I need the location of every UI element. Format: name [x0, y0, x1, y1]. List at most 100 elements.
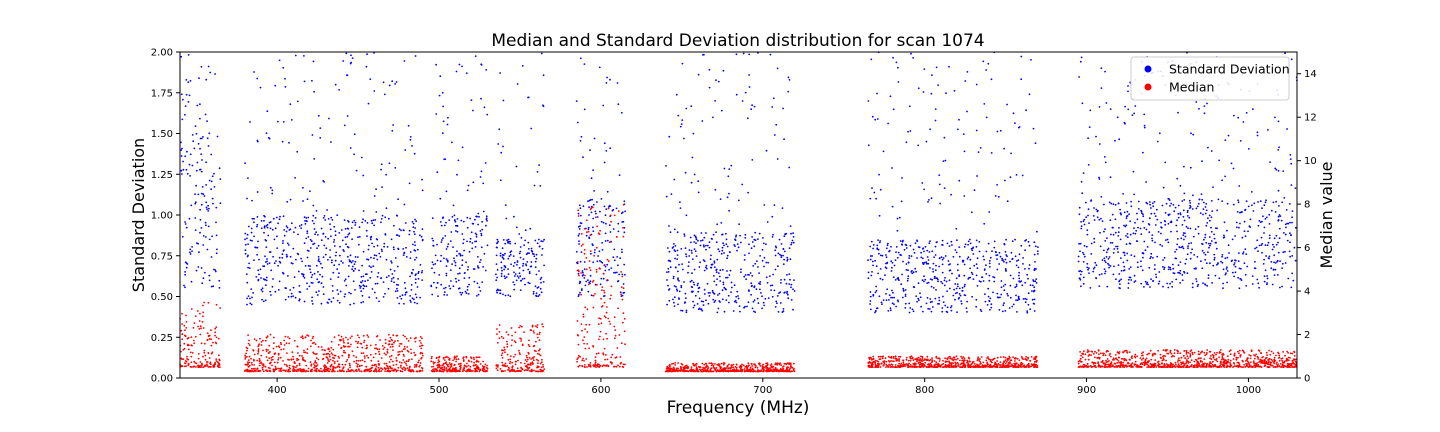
- median-point: [467, 359, 470, 362]
- std-dev-point: [1086, 233, 1089, 236]
- std-dev-point: [289, 103, 292, 106]
- std-dev-point: [608, 224, 611, 227]
- std-dev-point: [960, 300, 963, 302]
- median-point: [332, 356, 334, 359]
- median-point: [193, 360, 196, 363]
- median-point: [475, 369, 478, 372]
- median-point: [255, 339, 258, 342]
- std-dev-point: [308, 285, 311, 288]
- std-dev-point: [542, 105, 545, 108]
- std-dev-point: [1024, 281, 1027, 284]
- std-dev-point: [409, 295, 411, 297]
- std-dev-point: [665, 195, 668, 198]
- std-dev-point: [910, 255, 913, 257]
- std-dev-point: [585, 280, 588, 283]
- std-dev-point: [264, 299, 267, 302]
- median-point: [459, 367, 462, 370]
- std-dev-point: [513, 215, 515, 218]
- std-dev-point: [182, 168, 185, 171]
- std-dev-point: [183, 284, 185, 287]
- median-point: [793, 362, 795, 365]
- std-dev-point: [931, 250, 934, 253]
- std-dev-point: [445, 265, 448, 267]
- std-dev-point: [1004, 179, 1006, 182]
- std-dev-point: [1265, 255, 1267, 257]
- std-dev-point: [193, 147, 196, 150]
- median-point: [348, 362, 351, 365]
- median-point: [245, 369, 248, 372]
- std-dev-point: [705, 248, 707, 251]
- std-dev-point: [929, 240, 931, 243]
- median-point: [206, 361, 209, 363]
- median-point: [206, 338, 209, 341]
- std-dev-point: [279, 215, 281, 218]
- std-dev-point: [481, 281, 484, 283]
- std-dev-point: [888, 249, 891, 252]
- median-point: [510, 327, 513, 329]
- std-dev-point: [257, 269, 260, 272]
- std-dev-point: [314, 217, 317, 219]
- std-dev-point: [340, 260, 343, 262]
- std-dev-point: [289, 255, 292, 258]
- std-dev-point: [296, 150, 299, 153]
- std-dev-point: [1210, 200, 1213, 202]
- std-dev-point: [1020, 78, 1023, 81]
- std-dev-point: [752, 265, 755, 267]
- std-dev-point: [362, 250, 365, 253]
- median-point: [536, 324, 539, 326]
- std-dev-point: [1164, 161, 1167, 164]
- median-point: [472, 364, 475, 367]
- std-dev-point: [480, 234, 483, 237]
- std-dev-point: [194, 217, 197, 219]
- std-dev-point: [1147, 283, 1149, 286]
- std-dev-point: [721, 268, 724, 271]
- std-dev-point: [1274, 262, 1277, 264]
- std-dev-point: [522, 269, 525, 272]
- std-dev-point: [1028, 267, 1030, 270]
- std-dev-point: [782, 308, 785, 310]
- std-dev-point: [973, 264, 976, 267]
- std-dev-point: [786, 256, 789, 259]
- std-dev-point: [434, 263, 437, 265]
- std-dev-point: [454, 264, 457, 267]
- std-dev-point: [524, 283, 526, 286]
- std-dev-point: [1003, 302, 1005, 305]
- median-point: [201, 364, 203, 366]
- std-dev-point: [518, 233, 521, 235]
- median-point: [283, 369, 285, 372]
- std-dev-point: [208, 207, 210, 210]
- std-dev-point: [676, 231, 679, 234]
- std-dev-point: [950, 309, 953, 312]
- std-dev-point: [673, 305, 676, 307]
- std-dev-point: [303, 242, 306, 245]
- std-dev-point: [1161, 204, 1164, 207]
- std-dev-point: [707, 302, 710, 305]
- std-dev-point: [576, 121, 579, 124]
- std-dev-point: [189, 251, 191, 254]
- median-point: [250, 357, 252, 360]
- std-dev-point: [244, 249, 247, 252]
- std-dev-point: [938, 257, 941, 259]
- median-point: [538, 331, 541, 334]
- median-point: [609, 214, 612, 217]
- std-dev-point: [189, 153, 192, 156]
- median-point: [465, 365, 468, 368]
- std-dev-point: [1281, 201, 1284, 204]
- std-dev-point: [1201, 198, 1204, 201]
- std-dev-point: [266, 226, 269, 229]
- std-dev-point: [915, 295, 918, 297]
- std-dev-point: [1026, 273, 1029, 276]
- std-dev-point: [1098, 285, 1101, 287]
- std-dev-point: [1246, 265, 1249, 268]
- std-dev-point: [1142, 151, 1144, 154]
- std-dev-point: [1005, 270, 1007, 272]
- std-dev-point: [288, 229, 291, 231]
- median-point: [395, 334, 398, 337]
- std-dev-point: [1289, 158, 1292, 161]
- median-point: [273, 342, 275, 345]
- median-point: [185, 360, 188, 363]
- std-dev-point: [540, 291, 543, 294]
- std-dev-point: [938, 174, 941, 177]
- median-point: [498, 337, 501, 340]
- std-dev-point: [996, 292, 999, 295]
